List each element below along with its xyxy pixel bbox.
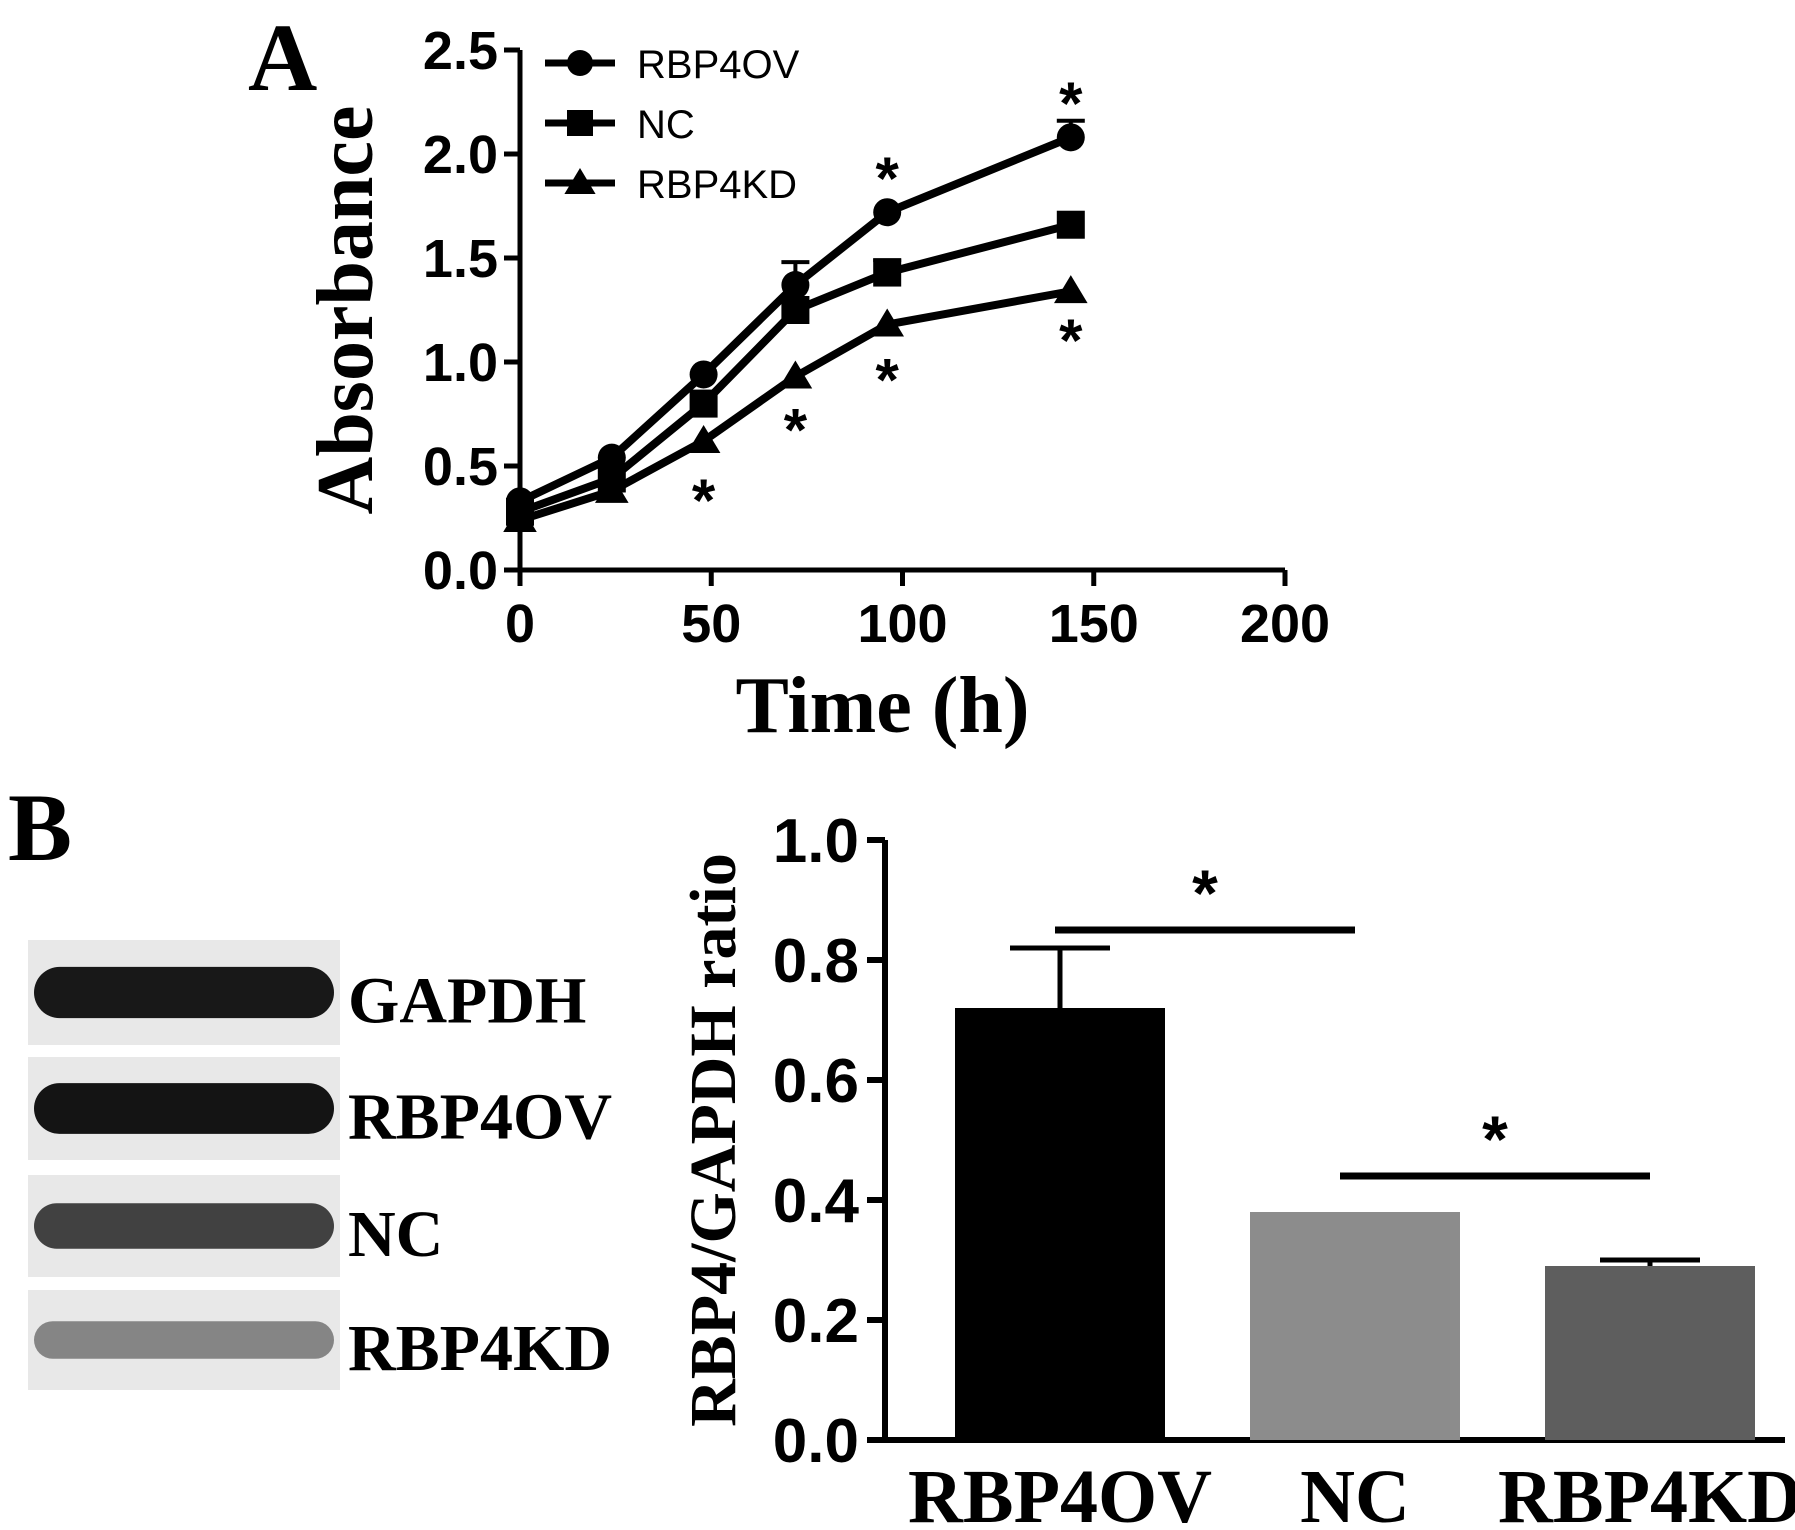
- significance-star: *: [876, 347, 900, 414]
- marker-square: [781, 296, 810, 324]
- x-category-label: RBP4KD: [1498, 1455, 1795, 1530]
- x-tick-label: 150: [1049, 594, 1139, 654]
- y-tick-label: 1.0: [423, 333, 498, 393]
- bar-rbp4ov: [955, 1008, 1165, 1440]
- significance-star: *: [1482, 1102, 1508, 1176]
- x-tick-label: 50: [681, 594, 741, 654]
- bar-rbp4kd: [1545, 1266, 1755, 1440]
- y-tick-label: 0.4: [773, 1167, 860, 1236]
- marker-triangle: [595, 474, 629, 503]
- blot-row-label: RBP4KD: [348, 1312, 612, 1385]
- x-tick-label: 100: [857, 594, 947, 654]
- significance-star: *: [692, 467, 716, 534]
- series-line: [518, 220, 1072, 516]
- marker-triangle: [1054, 275, 1088, 304]
- blot-band: [34, 1083, 334, 1134]
- marker-square: [689, 389, 718, 418]
- marker-triangle: [778, 360, 813, 389]
- marker-circle: [567, 50, 593, 76]
- y-tick-label: 0.5: [423, 437, 498, 497]
- blot-row-label: GAPDH: [348, 965, 586, 1038]
- y-tick-label: 0.2: [773, 1287, 859, 1356]
- x-axis-title: Time (h): [735, 662, 1029, 750]
- y-tick-label: 1.0: [773, 807, 859, 876]
- significance-star: *: [1059, 70, 1083, 137]
- series-rbp4ov: [506, 118, 1085, 516]
- panel-label-a: A: [248, 4, 317, 111]
- marker-circle: [689, 360, 718, 389]
- chart-ratio: 0.0 0.2 0.4 0.6 0.8 1.0 RBP4OV NC RBP4KD * * RBP4/G…: [677, 807, 1795, 1530]
- significance-star: *: [1059, 307, 1083, 374]
- marker-circle: [781, 271, 810, 300]
- marker-square: [1056, 210, 1085, 239]
- y-tick-label: 0.0: [773, 1407, 859, 1476]
- marker-triangle: [870, 308, 904, 337]
- panel-label-b: B: [8, 774, 72, 881]
- bar-nc: [1250, 1212, 1460, 1440]
- marker-triangle: [503, 503, 537, 532]
- series-line: [518, 287, 1072, 524]
- chart-absorbance: 0.0 0.5 1.0 1.5 2.0 2.5 0 50 100 150 200 Time (h) Ab…: [302, 21, 1330, 750]
- y-tick-label: 0.0: [423, 541, 498, 601]
- y-axis-title: Absorbance: [302, 106, 390, 515]
- x-tick-label: 200: [1240, 594, 1330, 654]
- blot-band: [34, 1203, 334, 1249]
- x-tick-label: 0: [505, 594, 535, 654]
- y-tick-label: 2.5: [423, 21, 498, 81]
- x-category-label: NC: [1300, 1455, 1410, 1530]
- legend-label: RBP4OV: [637, 43, 800, 87]
- y-tick-label: 2.0: [423, 125, 498, 185]
- y-axis-title: RBP4/GAPDH ratio: [677, 853, 750, 1427]
- marker-circle: [1056, 123, 1085, 152]
- significance-star: *: [784, 396, 808, 463]
- marker-circle: [873, 198, 902, 227]
- blot-band: [34, 1321, 334, 1359]
- y-tick-label: 0.6: [773, 1047, 859, 1116]
- y-tick-label: 1.5: [423, 229, 498, 289]
- legend-label: RBP4KD: [637, 163, 797, 207]
- marker-triangle: [564, 168, 596, 195]
- significance-star: *: [876, 145, 900, 212]
- series-line: [518, 133, 1073, 505]
- y-tick-label: 0.8: [773, 927, 859, 996]
- western-blot: GAPDH RBP4OV NC RBP4KD: [28, 940, 612, 1390]
- significance-star: *: [1192, 856, 1218, 930]
- x-category-label: RBP4OV: [908, 1455, 1212, 1530]
- legend-label: NC: [637, 103, 695, 147]
- marker-square: [567, 110, 593, 136]
- marker-square: [873, 258, 902, 287]
- series-rbp4kd: [503, 275, 1088, 532]
- marker-triangle: [686, 424, 721, 453]
- blot-band: [34, 966, 334, 1019]
- blot-row-label: NC: [348, 1198, 443, 1271]
- blot-row-label: RBP4OV: [348, 1081, 612, 1154]
